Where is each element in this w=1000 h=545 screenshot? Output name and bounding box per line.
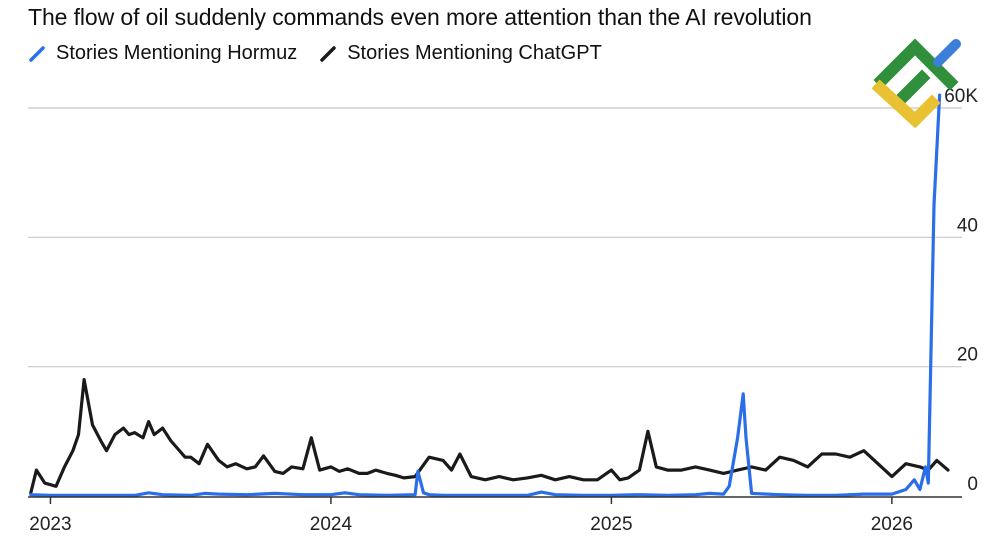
logo-mark-green: [873, 38, 959, 91]
grid-lines: [28, 107, 962, 368]
legend-item-chatgpt: Stories Mentioning ChatGPT: [319, 42, 602, 65]
legend-label-hormuz: Stories Mentioning Hormuz: [56, 42, 298, 64]
x-tick-label-2026: 2026: [871, 514, 913, 535]
chart-title: The flow of oil suddenly commands even m…: [28, 4, 812, 30]
series-line-hormuz: [29, 93, 942, 497]
chart-legend: Stories Mentioning Hormuz Stories Mentio…: [28, 42, 602, 65]
legend-label-chatgpt: Stories Mentioning ChatGPT: [347, 42, 602, 64]
y-tick-label-20: 20: [957, 345, 978, 366]
series-line-chatgpt: [29, 378, 950, 495]
legend-swatch-chatgpt: [320, 45, 336, 62]
x-tick-label-2025: 2025: [590, 514, 632, 535]
y-tick-label-0: 0: [967, 474, 978, 495]
x-tick-labels: 2023 2024 2025 2026: [29, 514, 913, 535]
y-tick-label-60K: 60K: [944, 86, 978, 107]
y-tick-label-40: 40: [957, 215, 978, 236]
axis-layer: [28, 496, 962, 504]
legend-item-hormuz: Stories Mentioning Hormuz: [28, 42, 297, 65]
series-lines: [29, 93, 950, 497]
legend-swatch-hormuz: [29, 45, 45, 62]
x-tick-label-2024: 2024: [310, 514, 353, 535]
logo-watermark: [871, 38, 961, 129]
logo-mark-blue: [933, 39, 961, 67]
logo-mark-green-inner: [896, 69, 931, 104]
logo-mark-yellow: [871, 79, 941, 129]
x-tick-label-2023: 2023: [29, 514, 71, 535]
y-tick-labels: 0 20 40 60K: [944, 86, 978, 495]
